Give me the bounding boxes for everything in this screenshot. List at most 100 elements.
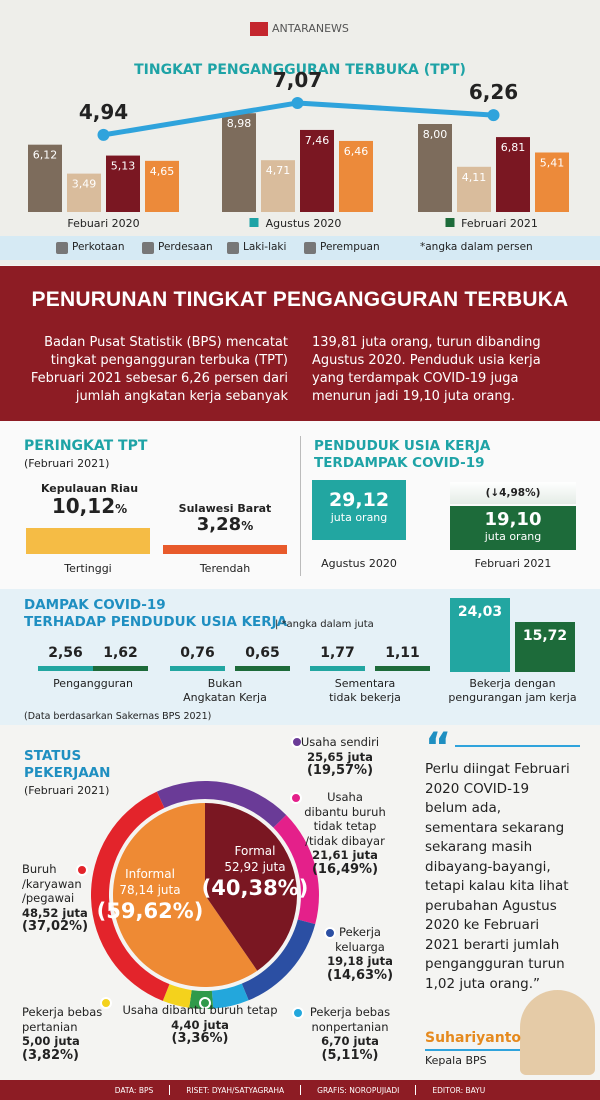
segment-label: Usaha sendiri 25,65 juta (19,57%) xyxy=(290,735,390,779)
segment-share: (3,36%) xyxy=(171,1031,229,1046)
speaker-rule xyxy=(425,1049,520,1051)
segment-name: keluarga xyxy=(335,939,385,954)
bar-label: 3,49 xyxy=(72,178,97,191)
segment-name: pertanian xyxy=(22,1019,78,1034)
rank-number: 3,28 xyxy=(196,514,242,535)
total-label: 7,07 xyxy=(273,68,322,92)
impact-value: 2,56 xyxy=(48,645,83,661)
segment-name: Buruh xyxy=(22,862,57,876)
separator xyxy=(415,1085,417,1095)
title-line: PEKERJAAN xyxy=(24,765,111,781)
period-label: Agustus 2020 xyxy=(266,217,342,230)
segment-share: (16,49%) xyxy=(311,861,379,877)
rank-value: 10,12% xyxy=(22,494,157,518)
quote-line: 2020 ke Februari xyxy=(425,917,540,933)
rank-bar xyxy=(26,528,150,554)
segment-name: Usaha dibantu buruh tetap xyxy=(122,1003,278,1017)
rank-number: 10,12 xyxy=(51,494,116,518)
impact-bar xyxy=(93,666,148,671)
separator xyxy=(300,1085,302,1095)
label-line: Bekerja dengan xyxy=(469,677,556,690)
quote-line: sementara sekarang xyxy=(425,819,565,836)
tpt-chart: 6,12 8,98 8,00 3,49 4,71 4,11 5,13 7,46 6,81 4,65… xyxy=(28,68,569,230)
legend-note: *angka dalam persen xyxy=(420,241,533,253)
legend-items: Perkotaan Perdesaan Laki-laki Perempuan *ang… xyxy=(0,236,600,260)
legend-icon xyxy=(227,242,239,254)
rank-value: 3,28% xyxy=(160,514,290,535)
impact-value: 1,62 xyxy=(103,645,138,661)
rank-unit: % xyxy=(115,502,128,516)
segment-amount: 25,65 juta xyxy=(307,749,373,764)
pie-name: Informal xyxy=(125,867,175,881)
segment-dot xyxy=(100,997,112,1009)
quote-line: 2020 COVID-19 xyxy=(425,780,530,797)
quote-line: sekarang masih xyxy=(425,839,533,855)
legend-icon xyxy=(142,242,154,254)
footer-item: GRAFIS: NOROPUJIADI xyxy=(317,1085,400,1095)
bar xyxy=(222,113,256,212)
bar xyxy=(106,155,140,212)
logo-icon xyxy=(250,22,268,36)
bar-label: 7,46 xyxy=(305,134,330,147)
segment-dot xyxy=(324,927,336,939)
impact-label: Pengangguran xyxy=(28,677,158,691)
separator xyxy=(169,1085,171,1095)
impact-bar xyxy=(235,666,290,671)
segment-dot xyxy=(76,864,88,876)
total-dot xyxy=(291,96,304,109)
quote-rule xyxy=(455,745,580,747)
bar-label: 6,81 xyxy=(501,141,526,154)
rank-label: Tertinggi xyxy=(64,562,112,575)
quote-text: Perlu diingat Februari 2020 COVID-19 belum… xyxy=(425,760,595,994)
segment-name: nonpertanian xyxy=(311,1019,389,1034)
rank-region: Sulawesi Barat xyxy=(178,502,272,515)
quote-line: pengangguran turun xyxy=(425,956,565,972)
segment-label: Usaha dibantu buruh tidak tetap/tidak diba… xyxy=(300,790,390,877)
legend xyxy=(0,236,600,260)
title-line: TERDAMPAK COVID-19 xyxy=(314,455,485,471)
segment-dot xyxy=(291,736,303,748)
bar-label: 6,46 xyxy=(344,145,369,158)
segment-name: Pekerja xyxy=(339,925,381,939)
label-line: Pengangguran xyxy=(53,677,133,690)
footer: DATA: BPS RISET: DYAH/SATYAGRAHA GRAFIS: N… xyxy=(0,1080,600,1100)
bar xyxy=(535,152,569,212)
brand: ANTARANEWS xyxy=(272,22,349,35)
label-line: Sementara xyxy=(334,677,396,690)
quote-line: perubahan Agustus xyxy=(425,897,557,914)
impact-title: DAMPAK COVID-19 TERHADAP PENDUDUK USIA KE… xyxy=(24,597,287,631)
ring-segment xyxy=(273,815,319,925)
pie-share: (59,62%) xyxy=(97,899,204,923)
tpt-title: TINGKAT PENGANGGURAN TERBUKA (TPT) xyxy=(134,62,466,78)
segment-amount: 19,18 juta xyxy=(327,954,393,968)
affected-period: Agustus 2020 xyxy=(321,557,397,570)
bar-label: 6,12 xyxy=(33,149,58,162)
impact-label: Sementara tidak bekerja xyxy=(300,677,430,705)
ring-segment xyxy=(156,781,287,828)
speaker-photo xyxy=(520,990,595,1075)
bar-label: 4,11 xyxy=(462,171,487,184)
footer-item: EDITOR: BAYU xyxy=(432,1085,486,1095)
segment-share: (5,11%) xyxy=(321,1047,379,1063)
segment-name: Pekerja bebas xyxy=(22,1005,103,1019)
period-marker xyxy=(249,218,259,227)
bar xyxy=(28,144,62,212)
pie-share: (40,38%) xyxy=(202,876,309,900)
segment-amount: 5,00 juta xyxy=(22,1034,80,1048)
title-line: TERHADAP PENDUDUK USIA KERJA xyxy=(24,614,288,630)
bar xyxy=(145,160,179,212)
rank-bar xyxy=(163,545,287,554)
legend-label: Perdesaan xyxy=(158,241,213,253)
segment-share: (14,63%) xyxy=(326,967,394,983)
impact-source: (Data berdasarkan Sakernas BPS 2021) xyxy=(24,711,212,722)
segment-amount: 21,61 juta xyxy=(312,848,378,862)
bar-label: 5,13 xyxy=(111,160,136,173)
total-dot xyxy=(97,128,110,141)
rank-unit: % xyxy=(241,519,254,533)
impact-value: 0,65 xyxy=(245,645,280,661)
label-line: Angkatan Kerja xyxy=(183,691,267,704)
impact-bar xyxy=(170,666,225,671)
ring-segment xyxy=(241,919,316,1001)
ranking-title: PERINGKAT TPT xyxy=(24,438,148,454)
affected-period: Februari 2021 xyxy=(474,557,552,570)
